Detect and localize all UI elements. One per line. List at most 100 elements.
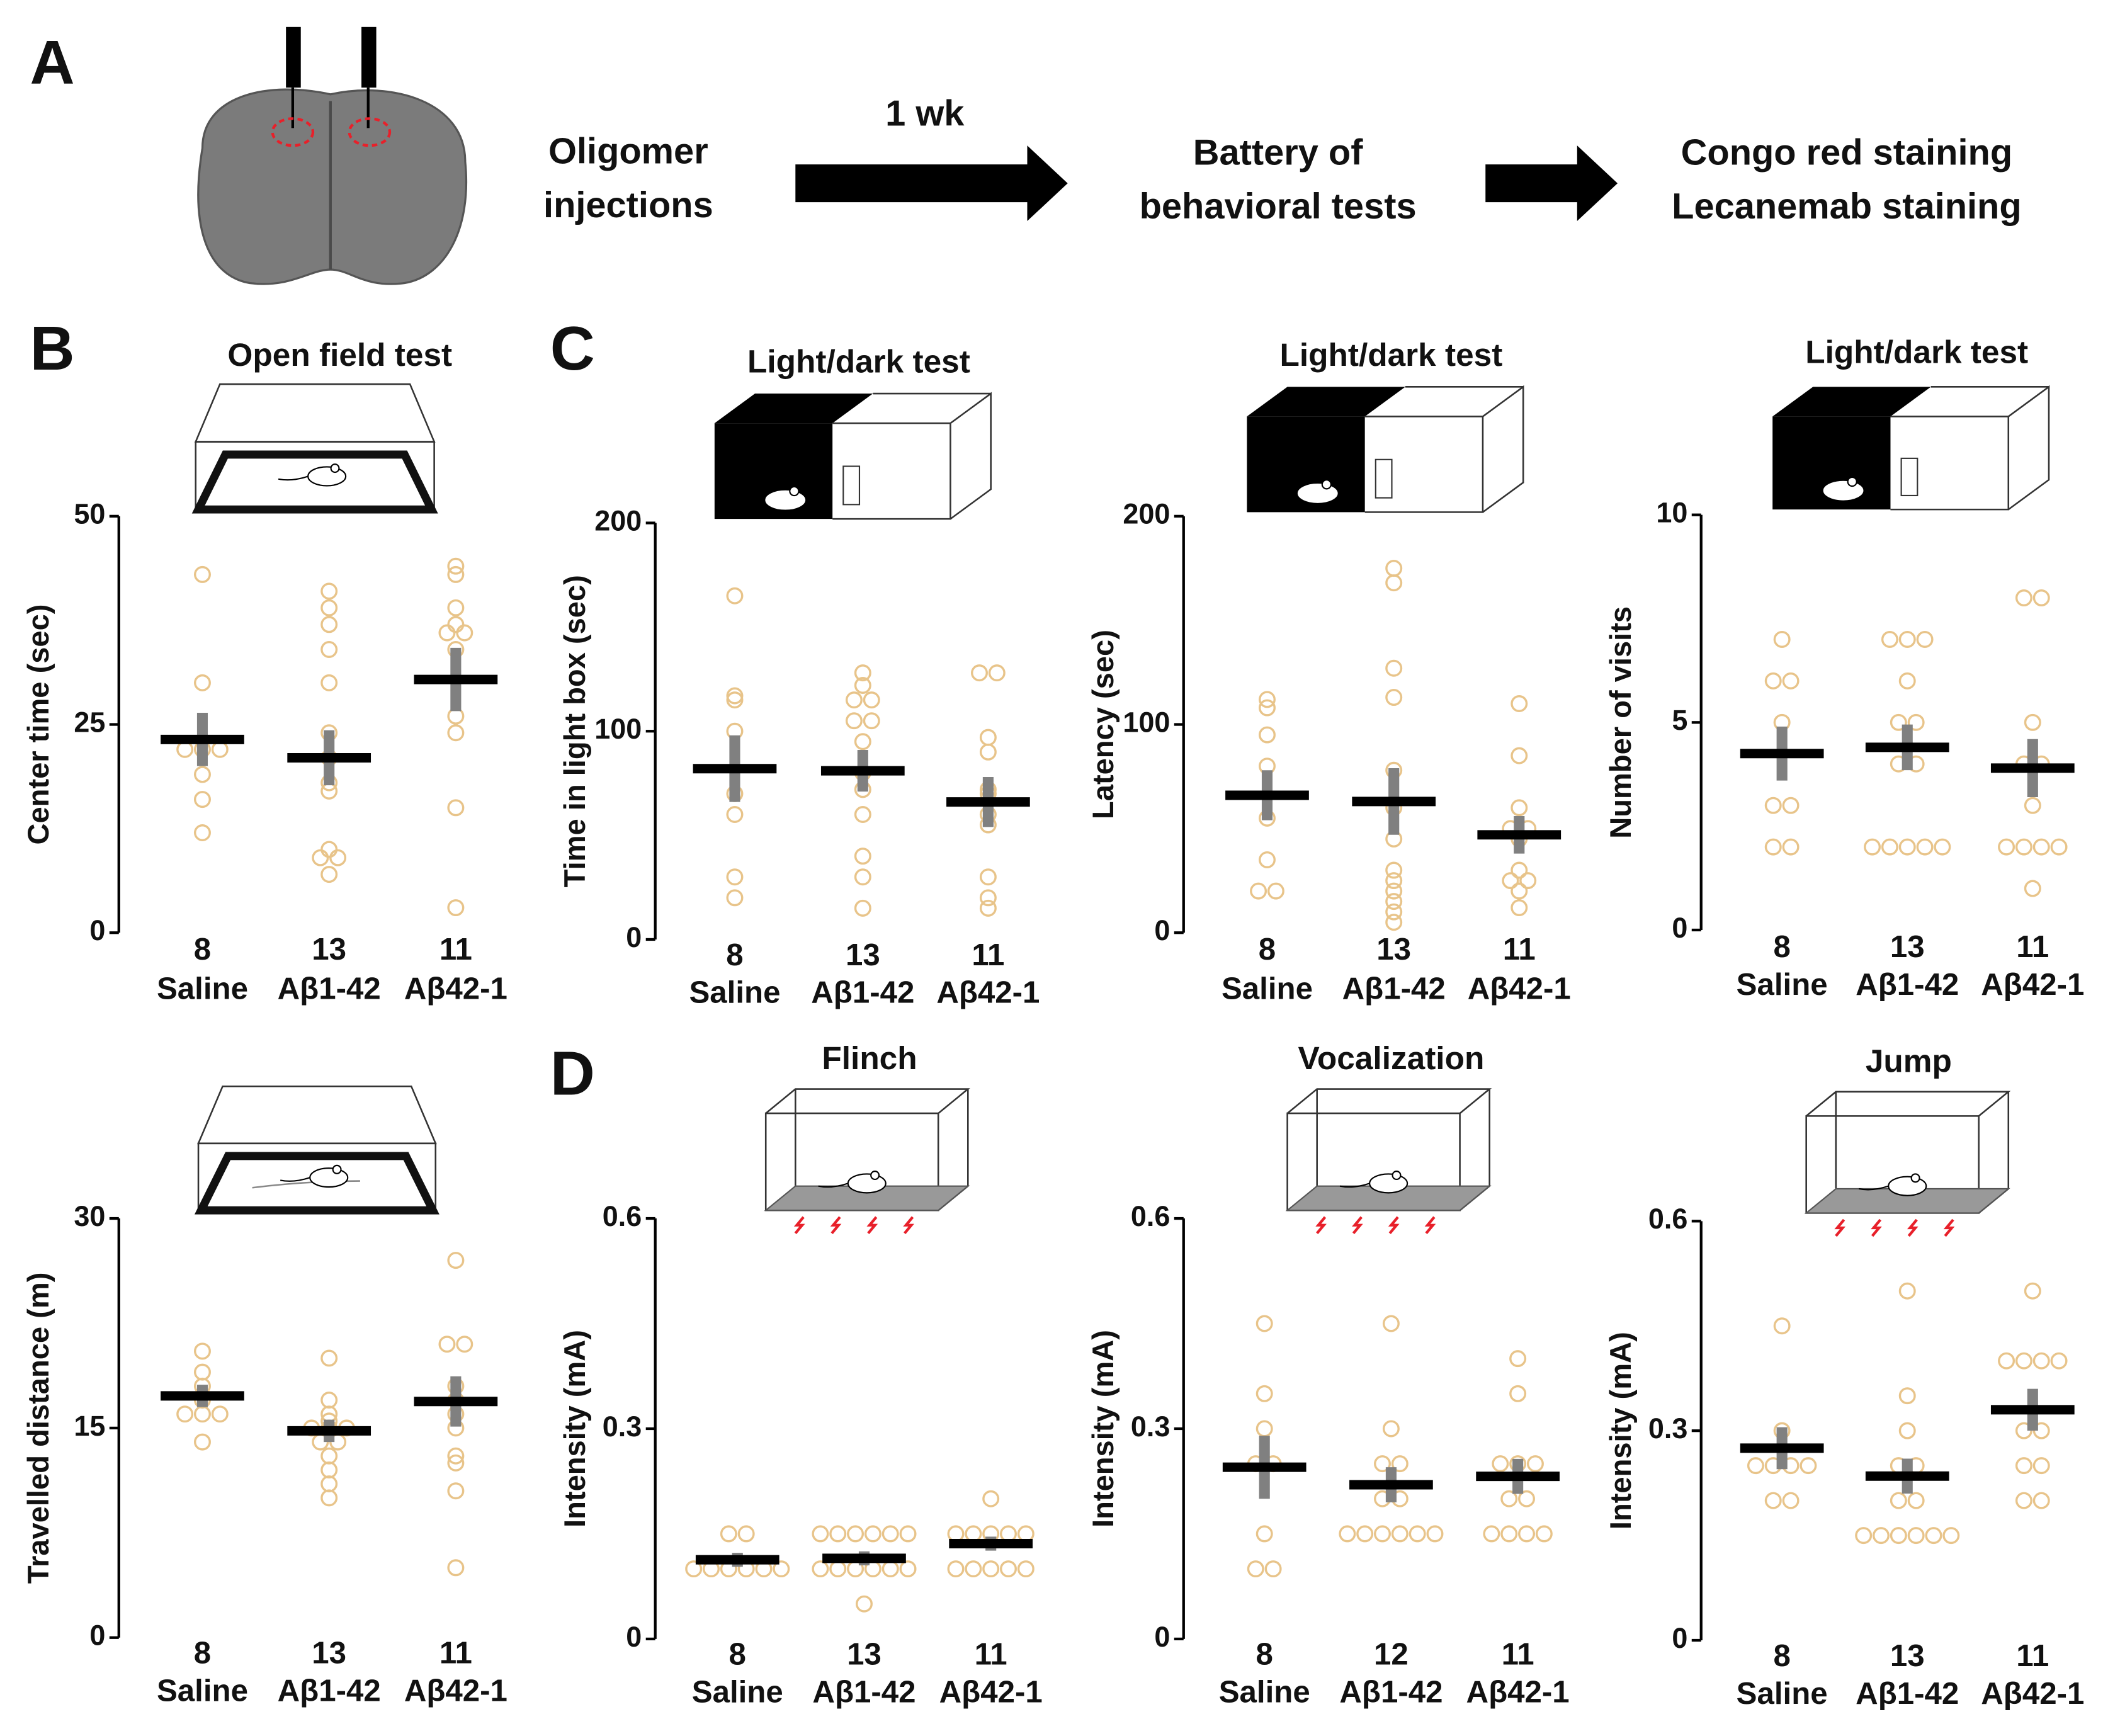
- shock-bolt: [1834, 1218, 1846, 1237]
- test-apparatus: [1285, 1088, 1492, 1234]
- step-text: injections: [543, 185, 713, 225]
- data-point: [1934, 838, 1951, 856]
- n-label: 11: [975, 1637, 1007, 1672]
- data-point: [982, 1490, 1000, 1507]
- data-point: [1890, 1527, 1907, 1545]
- x-tick-label: Saline: [1737, 967, 1828, 1002]
- data-point: [2032, 1457, 2050, 1475]
- data-point: [2050, 1352, 2068, 1370]
- data-point: [447, 724, 465, 742]
- chart-title: Light/dark test: [1805, 334, 2028, 370]
- mouse-tail: [280, 1177, 310, 1182]
- mouse-body: [1822, 479, 1865, 502]
- data-point: [979, 729, 997, 746]
- x-tick-label: Aβ1-42: [278, 1674, 381, 1708]
- data-point: [1500, 1525, 1518, 1543]
- data-point: [1247, 1560, 1264, 1578]
- data-point: [970, 664, 988, 682]
- chart-title: Flinch: [822, 1040, 917, 1076]
- data-point: [1385, 659, 1403, 677]
- y-tick-label: 0.6: [1131, 1200, 1170, 1232]
- y-axis-label: Latency (sec): [1086, 630, 1120, 819]
- data-point: [320, 1475, 338, 1493]
- data-point: [2050, 838, 2068, 856]
- data-point: [447, 616, 465, 633]
- data-point: [1773, 1317, 1791, 1335]
- n-label: 13: [312, 1636, 346, 1671]
- data-point: [726, 687, 744, 705]
- x-tick-label: Aβ42-1: [1981, 967, 2084, 1002]
- test-apparatus: [191, 383, 438, 514]
- data-point: [947, 1560, 965, 1578]
- data-point: [193, 1342, 211, 1360]
- data-point: [812, 1525, 829, 1543]
- data-point: [2032, 589, 2050, 607]
- data-point: [1898, 838, 1916, 856]
- chart-title: Light/dark test: [1279, 336, 1502, 373]
- mouse-tail: [1793, 490, 1823, 496]
- data-point: [773, 1560, 790, 1578]
- shock-bolt: [1424, 1216, 1436, 1234]
- panel-label: D: [550, 1038, 595, 1108]
- data-point: [1258, 691, 1276, 708]
- data-point: [1925, 1527, 1942, 1545]
- data-point: [193, 674, 211, 691]
- x-tick-label: Aβ42-1: [1466, 1675, 1570, 1710]
- data-point: [685, 1560, 703, 1578]
- data-point: [1800, 1457, 1817, 1475]
- data-point: [726, 868, 744, 886]
- x-tick-label: Aβ42-1: [404, 971, 507, 1006]
- data-point: [447, 1252, 465, 1269]
- grid-floor: [1804, 1188, 2010, 1214]
- n-label: 13: [1376, 932, 1411, 967]
- data-point: [1000, 1560, 1017, 1578]
- data-point: [211, 740, 229, 758]
- data-point: [845, 691, 863, 709]
- x-tick-label: Aβ1-42: [278, 971, 381, 1006]
- y-axis-label: Center time (sec): [21, 604, 55, 845]
- data-point: [1773, 630, 1791, 648]
- n-label: 11: [1502, 1637, 1534, 1672]
- data-point: [1385, 872, 1403, 890]
- shock-bolt: [1352, 1216, 1363, 1234]
- data-point: [863, 712, 880, 730]
- data-point: [1511, 861, 1528, 879]
- outcome-text: Lecanemab staining: [1672, 186, 2021, 227]
- data-point: [2032, 838, 2050, 856]
- data-point: [1256, 1315, 1273, 1332]
- data-point: [1409, 1525, 1426, 1543]
- data-point: [1385, 689, 1403, 706]
- data-point: [1535, 1525, 1553, 1543]
- data-point: [447, 799, 465, 817]
- data-point: [1509, 1350, 1527, 1368]
- data-point: [855, 1595, 873, 1613]
- data-point: [176, 1405, 194, 1423]
- data-point: [979, 899, 997, 917]
- mouse-ear: [332, 1164, 342, 1174]
- arrow-label: 1 wk: [885, 93, 965, 133]
- data-point: [2024, 713, 2041, 731]
- mouse-tail: [1339, 1183, 1370, 1188]
- arena-floor: [194, 1152, 439, 1215]
- dark-top: [714, 394, 873, 424]
- data-point: [193, 791, 211, 808]
- n-label: 11: [2016, 1638, 2049, 1673]
- data-point: [193, 1363, 211, 1381]
- y-tick-label: 0: [1154, 1621, 1170, 1653]
- data-point: [1764, 672, 1782, 689]
- x-tick-label: Aβ42-1: [939, 1675, 1043, 1710]
- light-box: [1364, 385, 1524, 513]
- data-point: [1998, 838, 2015, 856]
- data-point: [1250, 882, 1267, 900]
- data-point: [320, 866, 338, 883]
- n-label: 11: [439, 932, 472, 967]
- n-label: 8: [729, 1637, 746, 1672]
- data-point: [1258, 726, 1276, 744]
- data-point: [988, 664, 1006, 682]
- data-point: [1898, 1422, 1916, 1439]
- data-point: [1382, 1315, 1400, 1332]
- y-tick-label: 50: [74, 498, 105, 530]
- x-tick-label: Aβ42-1: [1468, 971, 1571, 1006]
- mouse-tail: [1267, 492, 1298, 498]
- data-point: [193, 1405, 211, 1423]
